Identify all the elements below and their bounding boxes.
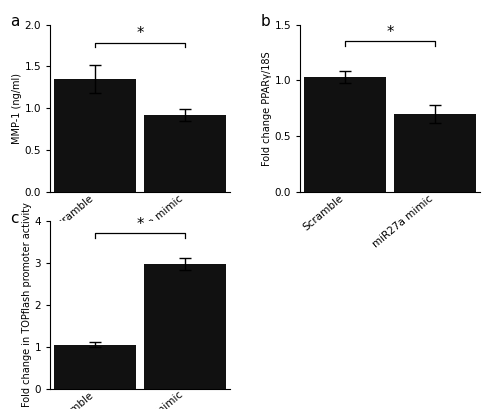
- Bar: [144, 115, 226, 192]
- Text: *: *: [136, 26, 143, 41]
- Y-axis label: Fold change in TOPflash promoter activity: Fold change in TOPflash promoter activit…: [22, 202, 32, 407]
- Bar: [304, 77, 386, 192]
- Bar: [144, 264, 226, 389]
- Text: b: b: [260, 14, 270, 29]
- Bar: [394, 114, 476, 192]
- Y-axis label: Fold change PPARγ/18S: Fold change PPARγ/18S: [262, 51, 272, 166]
- Text: a: a: [10, 14, 20, 29]
- Text: c: c: [10, 211, 19, 226]
- Bar: [54, 344, 136, 389]
- Text: *: *: [136, 217, 143, 232]
- Bar: [54, 79, 136, 192]
- Text: *: *: [386, 25, 394, 40]
- Y-axis label: MMP-1 (ng/ml): MMP-1 (ng/ml): [12, 73, 22, 144]
